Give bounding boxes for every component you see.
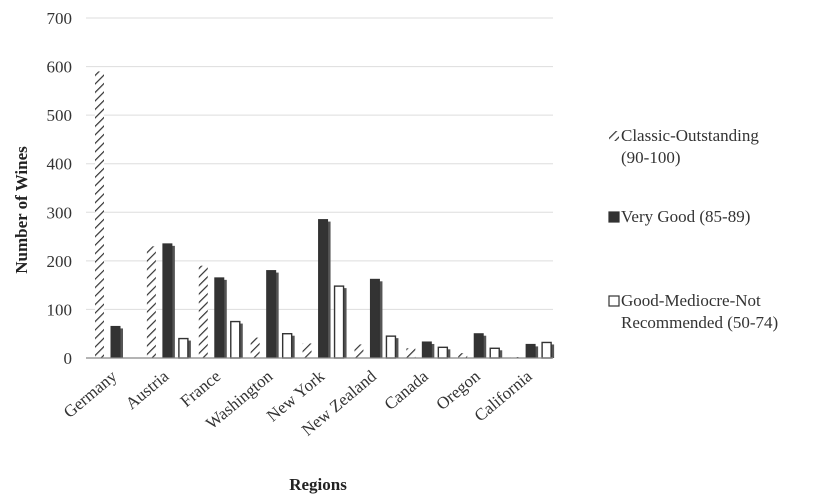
legend-item-1: Classic-Outstanding (90-100) [609, 126, 759, 167]
bar-washington-1 [250, 337, 260, 358]
bar-face [458, 353, 468, 358]
y-axis-title: Number of Wines [12, 146, 31, 274]
bar-france-1 [198, 265, 208, 358]
bar-face [354, 344, 364, 358]
bar-shadow [447, 349, 451, 358]
bar-france-2 [214, 277, 227, 359]
bar-face [178, 337, 189, 359]
bar-shadow [171, 245, 175, 358]
bar-face [162, 243, 173, 359]
bar-new-zealand-1 [354, 344, 364, 358]
bar-washington-2 [266, 270, 279, 359]
bar-austria-1 [146, 246, 156, 358]
x-tick-label-france: France [177, 367, 225, 411]
legend-item-2: Very Good (85-89) [608, 207, 750, 226]
bar-new-york-3 [333, 285, 347, 359]
legend-label: Good-Mediocre-Not [621, 291, 761, 310]
legend-label: Classic-Outstanding [621, 126, 759, 145]
y-tick-label-400: 400 [47, 155, 73, 174]
bar-shadow [187, 340, 191, 358]
y-tick-label-600: 600 [47, 58, 73, 77]
x-tick-label-canada: Canada [381, 366, 433, 414]
bar-new-york-2 [318, 219, 331, 359]
legend-label: (90-100) [621, 148, 680, 167]
bar-shadow [499, 350, 503, 358]
bar-face [406, 348, 416, 358]
bar-shadow [275, 272, 279, 358]
bar-washington-3 [281, 333, 295, 359]
bar-face [473, 333, 484, 359]
bar-shadow [120, 328, 123, 358]
bar-shadow [223, 279, 227, 358]
bar-oregon-3 [489, 347, 503, 359]
y-tick-label-300: 300 [47, 203, 73, 222]
bar-face [198, 265, 208, 358]
bar-canada-1 [406, 348, 416, 358]
legend-swatch [608, 211, 620, 223]
bar-new-zealand-2 [369, 278, 383, 359]
bars [95, 71, 555, 359]
bar-germany-2 [110, 325, 123, 359]
legend-item-3: Good-Mediocre-Not Recommended (50-74) [608, 291, 778, 332]
y-tick-label-700: 700 [47, 9, 73, 28]
bar-face [333, 285, 345, 359]
legend-swatch [608, 295, 620, 307]
bar-shadow [327, 221, 331, 358]
bar-face [146, 246, 156, 358]
bar-face [266, 270, 277, 359]
legend: Classic-Outstanding (90-100) Very Good (85… [608, 126, 778, 332]
bar-face [541, 341, 552, 359]
bar-shadow [395, 338, 399, 358]
bar-face [385, 335, 397, 359]
bar-face [318, 219, 329, 359]
x-tick-label-austria: Austria [122, 366, 173, 413]
tick-labels: 0 100 200 300 400 500 600 700 Germany Austria Fran… [47, 9, 536, 440]
bar-shadow [483, 335, 487, 358]
bar-oregon-2 [473, 333, 487, 359]
bar-oregon-1 [458, 353, 468, 358]
y-tick-label-100: 100 [47, 300, 73, 319]
x-tick-label-germany: Germany [60, 366, 121, 422]
bar-austria-2 [162, 243, 175, 359]
bar-new-zealand-3 [385, 335, 399, 359]
bar-shadow [343, 288, 347, 358]
y-tick-label-200: 200 [47, 252, 73, 271]
bar-france-3 [230, 320, 243, 359]
bar-new-york-1 [302, 343, 312, 358]
bar-shadow [291, 335, 295, 358]
bar-face [110, 325, 121, 359]
bar-face [302, 343, 312, 358]
bar-shadow [431, 343, 435, 358]
bar-face [250, 337, 260, 358]
bar-face [369, 278, 380, 359]
bar-shadow [535, 346, 539, 358]
bar-face [525, 343, 536, 359]
legend-label: Very Good (85-89) [621, 207, 750, 226]
legend-label: Recommended (50-74) [621, 313, 778, 332]
bar-face [421, 341, 432, 359]
bar-shadow [379, 281, 383, 358]
x-tick-label-california: California [471, 366, 536, 425]
bar-canada-3 [437, 346, 451, 359]
bar-canada-2 [421, 341, 435, 359]
legend-swatch [609, 131, 619, 141]
bar-face [230, 320, 241, 359]
y-tick-label-0: 0 [64, 349, 73, 368]
bar-austria-3 [178, 337, 191, 359]
bar-face [489, 347, 500, 359]
y-tick-label-500: 500 [47, 106, 73, 125]
bar-california-3 [541, 341, 555, 359]
bar-face [214, 277, 225, 359]
bar-face [95, 71, 104, 358]
bar-face [437, 346, 449, 359]
bar-shadow [239, 323, 243, 358]
x-axis-title: Regions [289, 475, 347, 494]
bar-california-2 [525, 343, 539, 359]
bar-shadow [551, 344, 555, 358]
bar-face [281, 333, 293, 359]
bar-germany-1 [95, 71, 104, 358]
